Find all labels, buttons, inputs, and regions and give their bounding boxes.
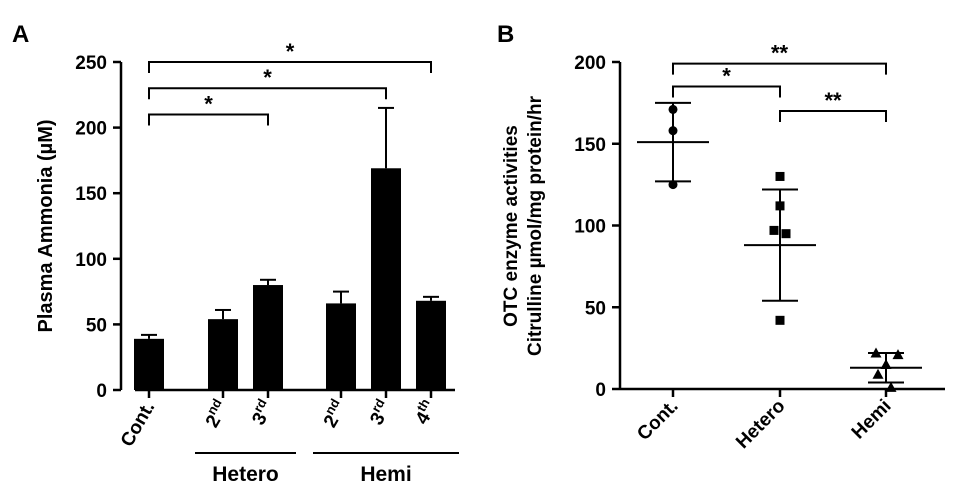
data-point-circle — [668, 126, 678, 136]
significance-bracket — [148, 61, 432, 73]
x-tick-label: Cont. — [633, 396, 682, 445]
y-tick-label: 50 — [86, 315, 107, 336]
panel-b: B OTC enzyme activities Citrulline µmol/mg… — [497, 21, 945, 453]
panel-label: B — [497, 21, 514, 48]
y-axis-label: Plasma Ammonia (µM) — [35, 119, 57, 332]
y-tick-label: 200 — [75, 119, 107, 140]
bar — [326, 303, 356, 390]
group-label: Hemi — [360, 463, 411, 486]
y-tick-label: 150 — [75, 184, 107, 205]
data-point-square — [775, 315, 785, 325]
bar — [253, 285, 283, 390]
significance-label: * — [263, 65, 272, 90]
significance-label: ** — [824, 88, 842, 113]
significance-bracket — [779, 110, 887, 123]
y-tick-label: 0 — [595, 380, 606, 401]
bar — [371, 168, 401, 390]
data-point-triangle — [870, 347, 882, 358]
significance-bracket — [148, 113, 269, 126]
data-point-triangle — [892, 349, 904, 360]
data-point-square — [775, 171, 785, 181]
x-tick-label: Cont. — [117, 398, 159, 451]
data-point-square — [775, 201, 785, 211]
data-point-triangle — [880, 358, 892, 369]
x-tick-label: Hetero — [732, 396, 789, 453]
x-tick-label: 2nd — [316, 396, 351, 431]
x-tick-label: 2nd — [198, 396, 233, 431]
y-tick-label: 100 — [574, 217, 606, 238]
group-label: Hetero — [212, 463, 279, 486]
panel-a: A Plasma Ammonia (µM) 0 50 100 150 200 250 Cont.… — [12, 21, 459, 486]
data-point-triangle — [885, 381, 897, 392]
significance-bracket — [672, 85, 781, 98]
data-point-square — [781, 229, 791, 239]
data-point-circle — [668, 180, 678, 190]
y-tick-label: 50 — [585, 298, 606, 319]
x-tick-label-superscript: nd — [322, 396, 343, 417]
bar — [416, 300, 446, 390]
significance-label: * — [204, 91, 213, 116]
x-tick-label: 3rd — [245, 396, 278, 429]
significance-label: * — [286, 39, 295, 64]
y-tick-label: 200 — [574, 53, 606, 74]
x-tick-label-superscript: nd — [204, 396, 225, 417]
y-tick-label: 150 — [574, 135, 606, 156]
y-tick-label: 100 — [75, 250, 107, 271]
panel-label: A — [12, 21, 29, 48]
y-axis-label: OTC enzyme activities — [501, 125, 522, 327]
x-tick-label-base: Cont. — [117, 398, 159, 451]
x-tick-label: 4th — [408, 396, 441, 428]
bar — [134, 338, 164, 390]
y-tick-label: 0 — [96, 381, 107, 402]
data-point-circle — [668, 104, 678, 114]
significance-bracket — [148, 87, 387, 100]
x-tick-label: Hemi — [848, 396, 896, 444]
significance-label: * — [722, 64, 731, 89]
significance-bracket — [672, 62, 887, 75]
significance-label: ** — [771, 41, 789, 66]
y-tick-label: 250 — [75, 53, 107, 74]
data-point-triangle — [872, 368, 884, 379]
y-axis-label: Citrulline µmol/mg protein/hr — [525, 95, 546, 356]
data-point-square — [769, 225, 779, 235]
bar — [208, 319, 238, 390]
x-tick-label: 3rd — [363, 396, 396, 429]
